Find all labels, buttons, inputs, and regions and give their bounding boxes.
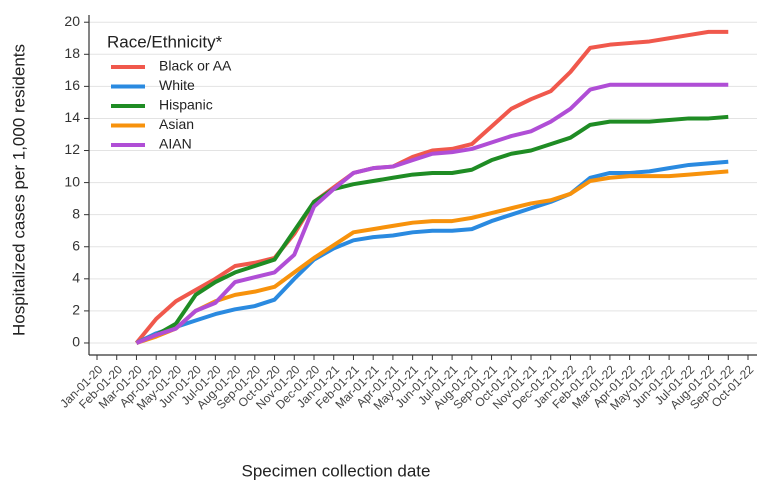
y-tick-label: 14 [64,109,80,125]
y-tick-label: 0 [72,334,80,350]
legend-title: Race/Ethnicity* [107,32,223,51]
y-tick-label: 4 [72,270,80,286]
legend-label: Asian [159,116,194,132]
legend: Race/Ethnicity* Black or AA White Hispanic A… [107,32,232,151]
legend-label: Hispanic [159,97,213,113]
data-line [134,29,729,345]
legend-label: AIAN [159,136,192,152]
legend-label: White [159,77,195,93]
y-tick-label: 12 [64,141,80,157]
x-axis-label: Specimen collection date [241,461,430,480]
y-tick-label: 16 [64,77,80,93]
data-line [135,114,729,345]
data-line [135,82,729,345]
y-tick-label: 18 [64,45,80,61]
y-tick-label: 20 [64,13,80,29]
data-line [135,159,729,345]
y-tick-label: 6 [72,237,80,253]
y-axis-label: Hospitalized cases per 1,000 residents [9,44,28,336]
data-line [135,169,729,345]
legend-label: Black or AA [159,58,232,74]
y-tick-label: 8 [72,205,80,221]
y-tick-label: 10 [64,173,80,189]
y-tick-label: 2 [72,302,80,318]
